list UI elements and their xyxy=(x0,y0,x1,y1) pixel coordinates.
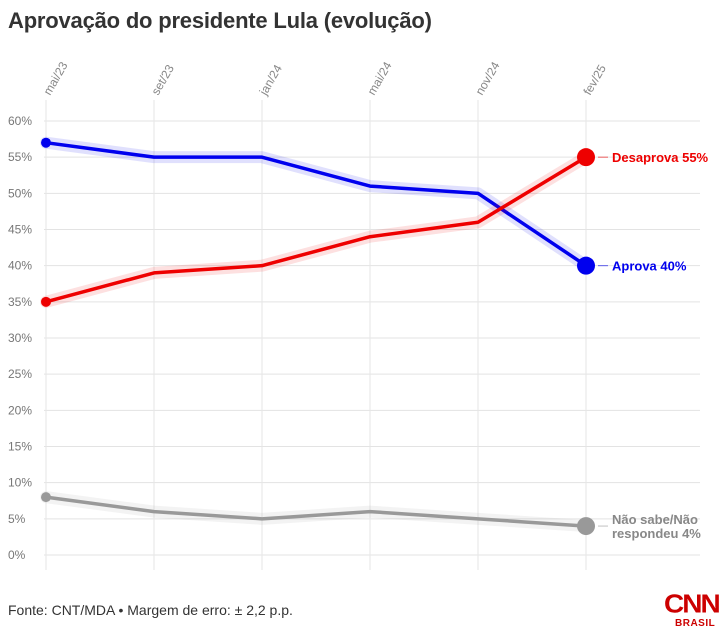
x-tick-label: set/23 xyxy=(148,62,177,98)
series-end-label: Desaprova 55% xyxy=(612,150,709,165)
logo-sub-text: BRASIL xyxy=(675,618,716,629)
series-end-label: respondeu 4% xyxy=(612,526,701,541)
y-tick-label: 10% xyxy=(8,476,32,490)
x-tick-label: mai/24 xyxy=(364,59,394,97)
series-end-label: Aprova 40% xyxy=(612,259,687,274)
series-start-point xyxy=(41,296,51,307)
series-end-point xyxy=(577,517,595,536)
series-end-point xyxy=(577,256,595,275)
series-end-label: Não sabe/Não xyxy=(612,512,698,527)
series-line xyxy=(44,495,588,528)
y-tick-label: 25% xyxy=(8,367,32,381)
y-tick-label: 0% xyxy=(8,548,26,562)
series-start-point xyxy=(41,492,51,503)
x-axis-ticks: mai/23 set/23 jan/24 mai/24 nov/24 fev/25 xyxy=(40,59,609,98)
x-tick-label: nov/24 xyxy=(472,59,502,97)
series-lines xyxy=(40,136,595,536)
gridlines xyxy=(44,100,700,570)
y-tick-label: 20% xyxy=(8,403,32,417)
chart-title: Aprovação do presidente Lula (evolução) xyxy=(8,8,432,33)
y-tick-label: 35% xyxy=(8,295,32,309)
x-tick-label: fev/25 xyxy=(580,62,609,98)
y-tick-label: 45% xyxy=(8,223,32,237)
series-end-point xyxy=(577,148,595,167)
y-tick-label: 15% xyxy=(8,440,32,454)
y-tick-label: 5% xyxy=(8,512,26,526)
y-tick-label: 30% xyxy=(8,331,32,345)
x-tick-label: jan/24 xyxy=(256,62,285,98)
y-tick-label: 50% xyxy=(8,186,32,200)
y-axis-ticks: 60% 55% 50% 45% 40% 35% 30% 25% 20% 15% 10% 5% 0% xyxy=(8,114,32,562)
series-line xyxy=(44,140,588,268)
y-tick-label: 55% xyxy=(8,150,32,164)
y-tick-label: 60% xyxy=(8,114,32,128)
series-labels: Aprova 40% Desaprova 55% Não sabe/Nãorespo… xyxy=(598,150,709,541)
x-tick-label: mai/23 xyxy=(40,59,70,97)
y-tick-label: 40% xyxy=(8,259,32,273)
series-line xyxy=(44,155,588,304)
source-note: Fonte: CNT/MDA • Margem de erro: ± 2,2 p… xyxy=(8,602,293,618)
cnn-brasil-logo: CNN BRASIL xyxy=(664,589,721,632)
series-start-point xyxy=(41,137,51,148)
logo-main-text: CNN xyxy=(664,589,721,618)
